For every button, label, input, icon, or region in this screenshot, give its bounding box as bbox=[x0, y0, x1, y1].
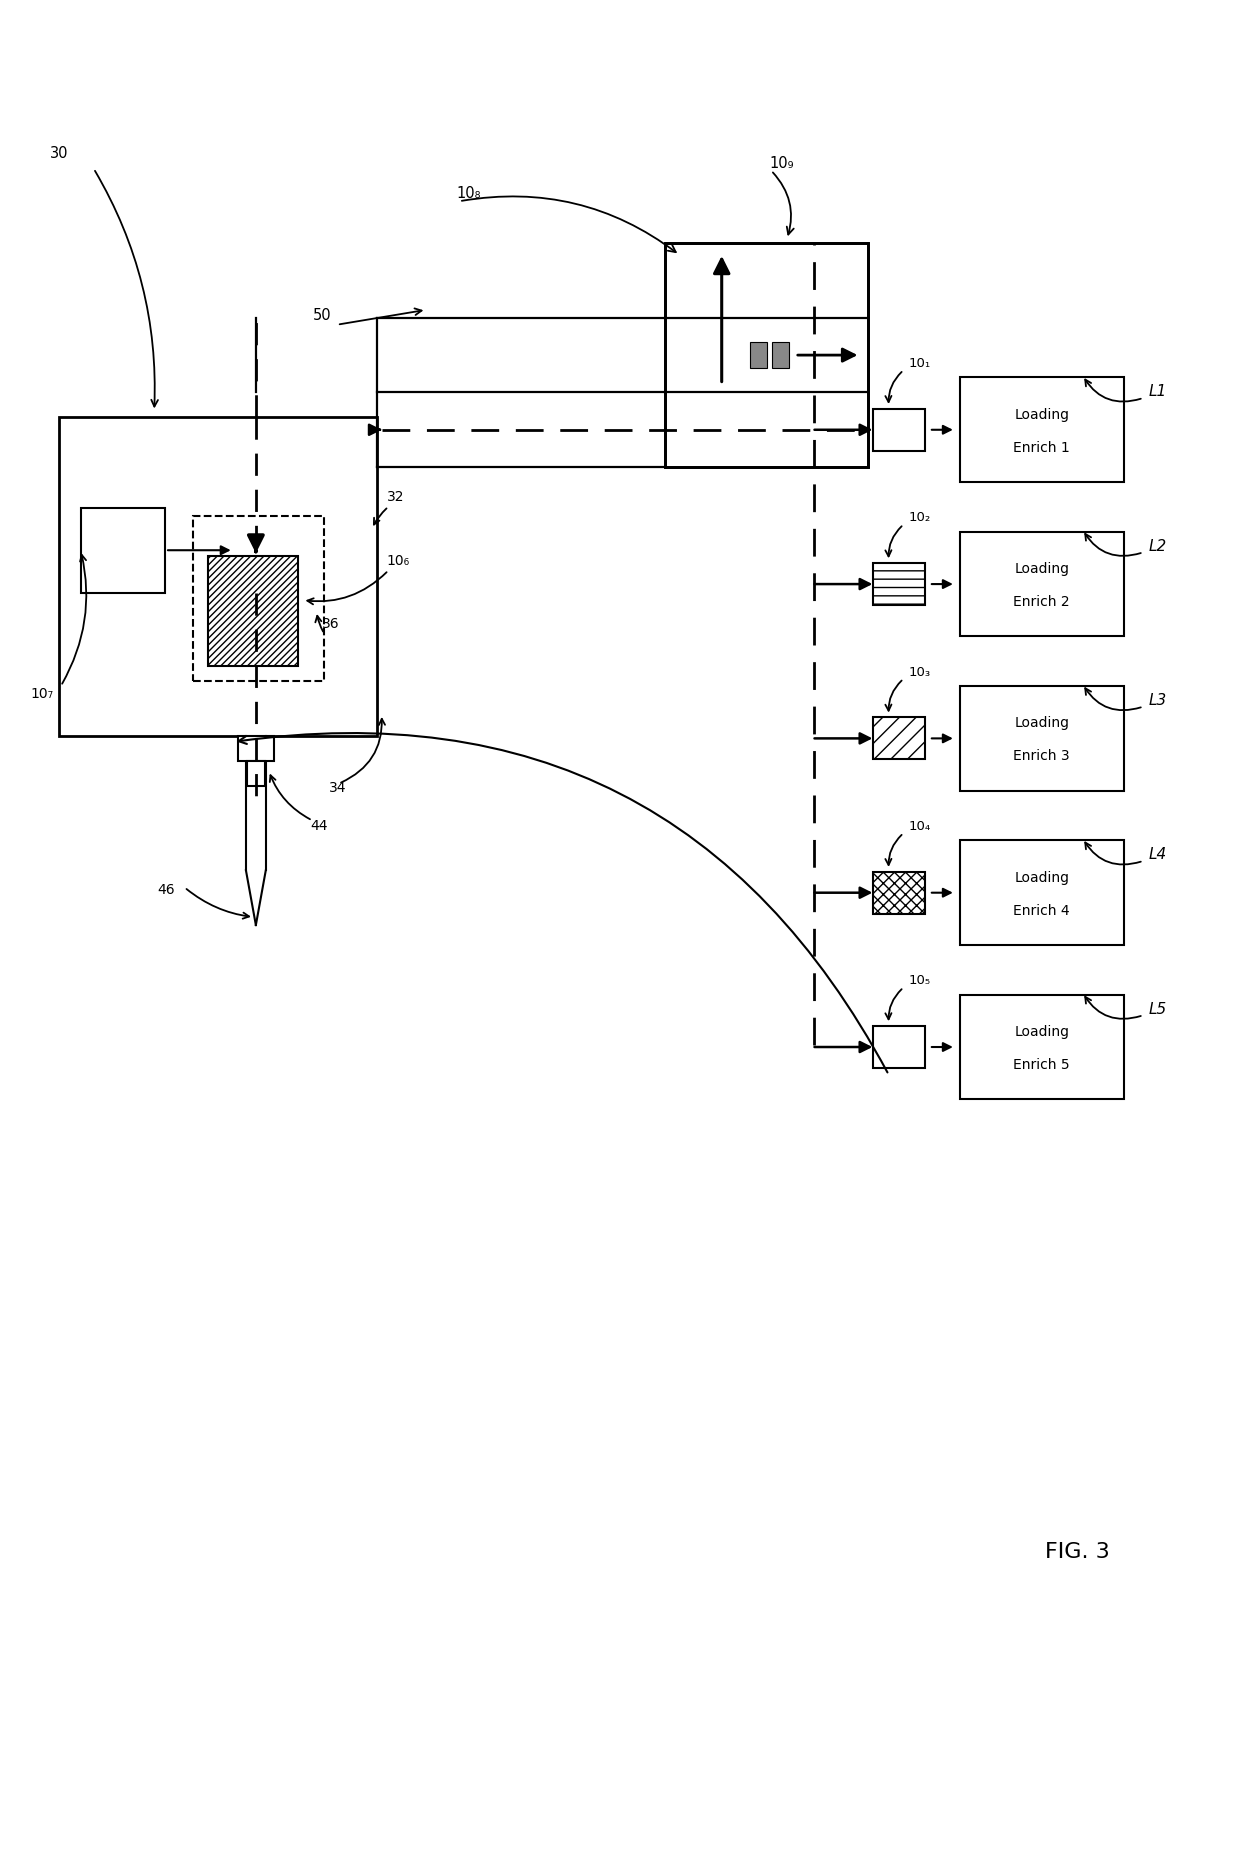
Bar bbox=[960, 532, 1123, 636]
Text: Enrich 4: Enrich 4 bbox=[1013, 904, 1070, 917]
Bar bbox=[873, 1026, 925, 1069]
Bar bbox=[247, 761, 265, 786]
Text: 10₄: 10₄ bbox=[909, 819, 931, 832]
Bar bbox=[208, 557, 298, 666]
Text: 10₆: 10₆ bbox=[387, 553, 409, 568]
Text: L2: L2 bbox=[1148, 538, 1167, 553]
Text: 10₂: 10₂ bbox=[909, 512, 931, 525]
Bar bbox=[960, 686, 1123, 791]
Bar bbox=[193, 516, 325, 681]
Text: 10₉: 10₉ bbox=[769, 156, 794, 171]
Text: Loading: Loading bbox=[1014, 716, 1069, 731]
Bar bbox=[246, 735, 265, 870]
Bar bbox=[873, 718, 925, 759]
Text: 50: 50 bbox=[312, 308, 331, 322]
Bar bbox=[665, 244, 868, 467]
Text: L1: L1 bbox=[1148, 384, 1167, 399]
Text: L3: L3 bbox=[1148, 694, 1167, 709]
Bar bbox=[750, 341, 768, 368]
Text: Enrich 2: Enrich 2 bbox=[1013, 594, 1070, 609]
Bar bbox=[665, 244, 868, 317]
Text: 44: 44 bbox=[310, 819, 329, 832]
Bar bbox=[960, 996, 1123, 1099]
Bar bbox=[81, 508, 165, 592]
Text: Enrich 5: Enrich 5 bbox=[1013, 1058, 1070, 1072]
Text: 46: 46 bbox=[157, 883, 175, 898]
Bar bbox=[58, 418, 377, 735]
Text: 30: 30 bbox=[50, 146, 68, 161]
Text: 10₇: 10₇ bbox=[31, 686, 53, 701]
Text: 10₅: 10₅ bbox=[909, 975, 931, 988]
Text: Loading: Loading bbox=[1014, 870, 1069, 885]
Bar bbox=[960, 377, 1123, 482]
Text: Loading: Loading bbox=[1014, 409, 1069, 422]
Text: L4: L4 bbox=[1148, 848, 1167, 862]
Bar bbox=[665, 317, 868, 392]
Text: 32: 32 bbox=[387, 489, 404, 504]
Text: 10₁: 10₁ bbox=[909, 356, 931, 369]
Bar bbox=[773, 341, 789, 368]
Text: L5: L5 bbox=[1148, 1001, 1167, 1016]
Text: 36: 36 bbox=[322, 617, 340, 632]
Bar bbox=[873, 562, 925, 606]
Bar bbox=[665, 244, 868, 467]
Bar bbox=[238, 735, 274, 761]
Text: 34: 34 bbox=[329, 780, 346, 795]
Text: 10₃: 10₃ bbox=[909, 666, 931, 679]
Text: Enrich 3: Enrich 3 bbox=[1013, 750, 1070, 763]
Bar bbox=[960, 840, 1123, 945]
Bar bbox=[873, 872, 925, 913]
Text: Loading: Loading bbox=[1014, 562, 1069, 576]
Bar bbox=[873, 409, 925, 450]
Text: 10₈: 10₈ bbox=[456, 186, 480, 201]
Text: FIG. 3: FIG. 3 bbox=[1044, 1543, 1110, 1562]
Text: Enrich 1: Enrich 1 bbox=[1013, 441, 1070, 454]
Bar bbox=[377, 317, 665, 392]
Text: Loading: Loading bbox=[1014, 1026, 1069, 1039]
